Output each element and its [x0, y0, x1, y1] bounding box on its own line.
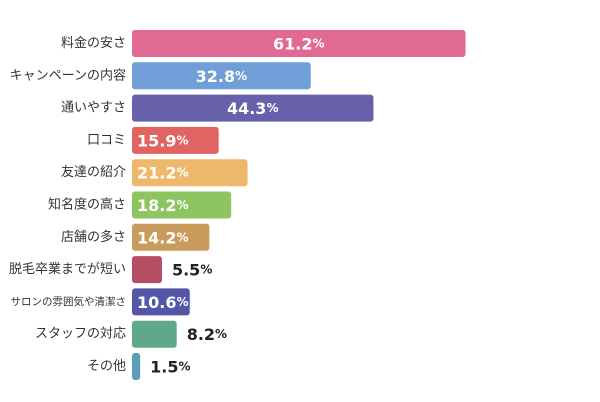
category-label: 口コミ [87, 133, 126, 148]
data-label-unit: % [312, 37, 324, 51]
bar [132, 320, 177, 348]
data-label-value: 14.2 [137, 228, 176, 247]
data-label-unit: % [176, 133, 188, 147]
data-label: 8.2% [187, 325, 227, 344]
data-label: 21.2% [137, 163, 189, 182]
category-label: 知名度の高さ [48, 197, 126, 213]
data-label-value: 32.8 [196, 66, 235, 85]
data-label-unit: % [266, 101, 278, 115]
category-label: その他 [87, 359, 126, 374]
data-label: 1.5% [150, 357, 190, 376]
category-label: 通いやすさ [61, 101, 126, 116]
bar [132, 30, 466, 57]
category-label: 店舗の多さ [61, 229, 126, 245]
data-label-value: 10.6 [137, 292, 176, 311]
data-label-unit: % [176, 198, 188, 212]
data-label: 32.8% [196, 66, 248, 85]
category-label: キャンペーンの内容 [10, 67, 126, 83]
category-label: 友達の紹介 [61, 164, 126, 180]
data-label-value: 1.5 [150, 357, 178, 376]
data-label: 18.2% [137, 196, 189, 215]
data-label-value: 5.5 [172, 260, 200, 279]
bars-layer: 料金の安さ 61.2% キャンペーンの内容 32.8% 通いやすさ 44.3% 口コミ 15.… [9, 30, 466, 380]
data-label-value: 21.2 [137, 163, 176, 182]
data-label-value: 61.2 [273, 34, 312, 53]
bar [132, 353, 141, 380]
data-label-value: 18.2 [137, 196, 176, 215]
data-label-value: 44.3 [227, 99, 266, 118]
data-label: 10.6% [137, 292, 189, 311]
data-label: 61.2% [273, 34, 325, 53]
data-label: 44.3% [227, 99, 279, 118]
bar [132, 126, 219, 154]
data-label: 5.5% [172, 260, 212, 279]
data-label-unit: % [200, 263, 212, 277]
bar [132, 62, 311, 90]
data-label-value: 8.2 [187, 325, 215, 344]
data-label-unit: % [215, 327, 227, 341]
data-label: 15.9% [137, 131, 189, 150]
category-label: 脱毛卒業までが短い [9, 261, 126, 277]
data-label-unit: % [235, 69, 247, 83]
category-label: サロンの雰囲気や清潔さ [11, 295, 127, 308]
data-label-unit: % [176, 230, 188, 244]
bar [132, 223, 210, 251]
data-label: 14.2% [137, 228, 189, 247]
data-label-unit: % [176, 295, 188, 309]
bar [132, 256, 162, 284]
data-label-value: 15.9 [137, 131, 176, 150]
bar [132, 94, 374, 122]
bar [132, 191, 232, 219]
data-label-unit: % [179, 360, 191, 374]
category-label: 料金の安さ [61, 35, 126, 51]
bar [132, 288, 190, 316]
data-label-unit: % [176, 166, 188, 180]
bar [132, 159, 248, 187]
category-label: スタッフの対応 [35, 327, 126, 342]
